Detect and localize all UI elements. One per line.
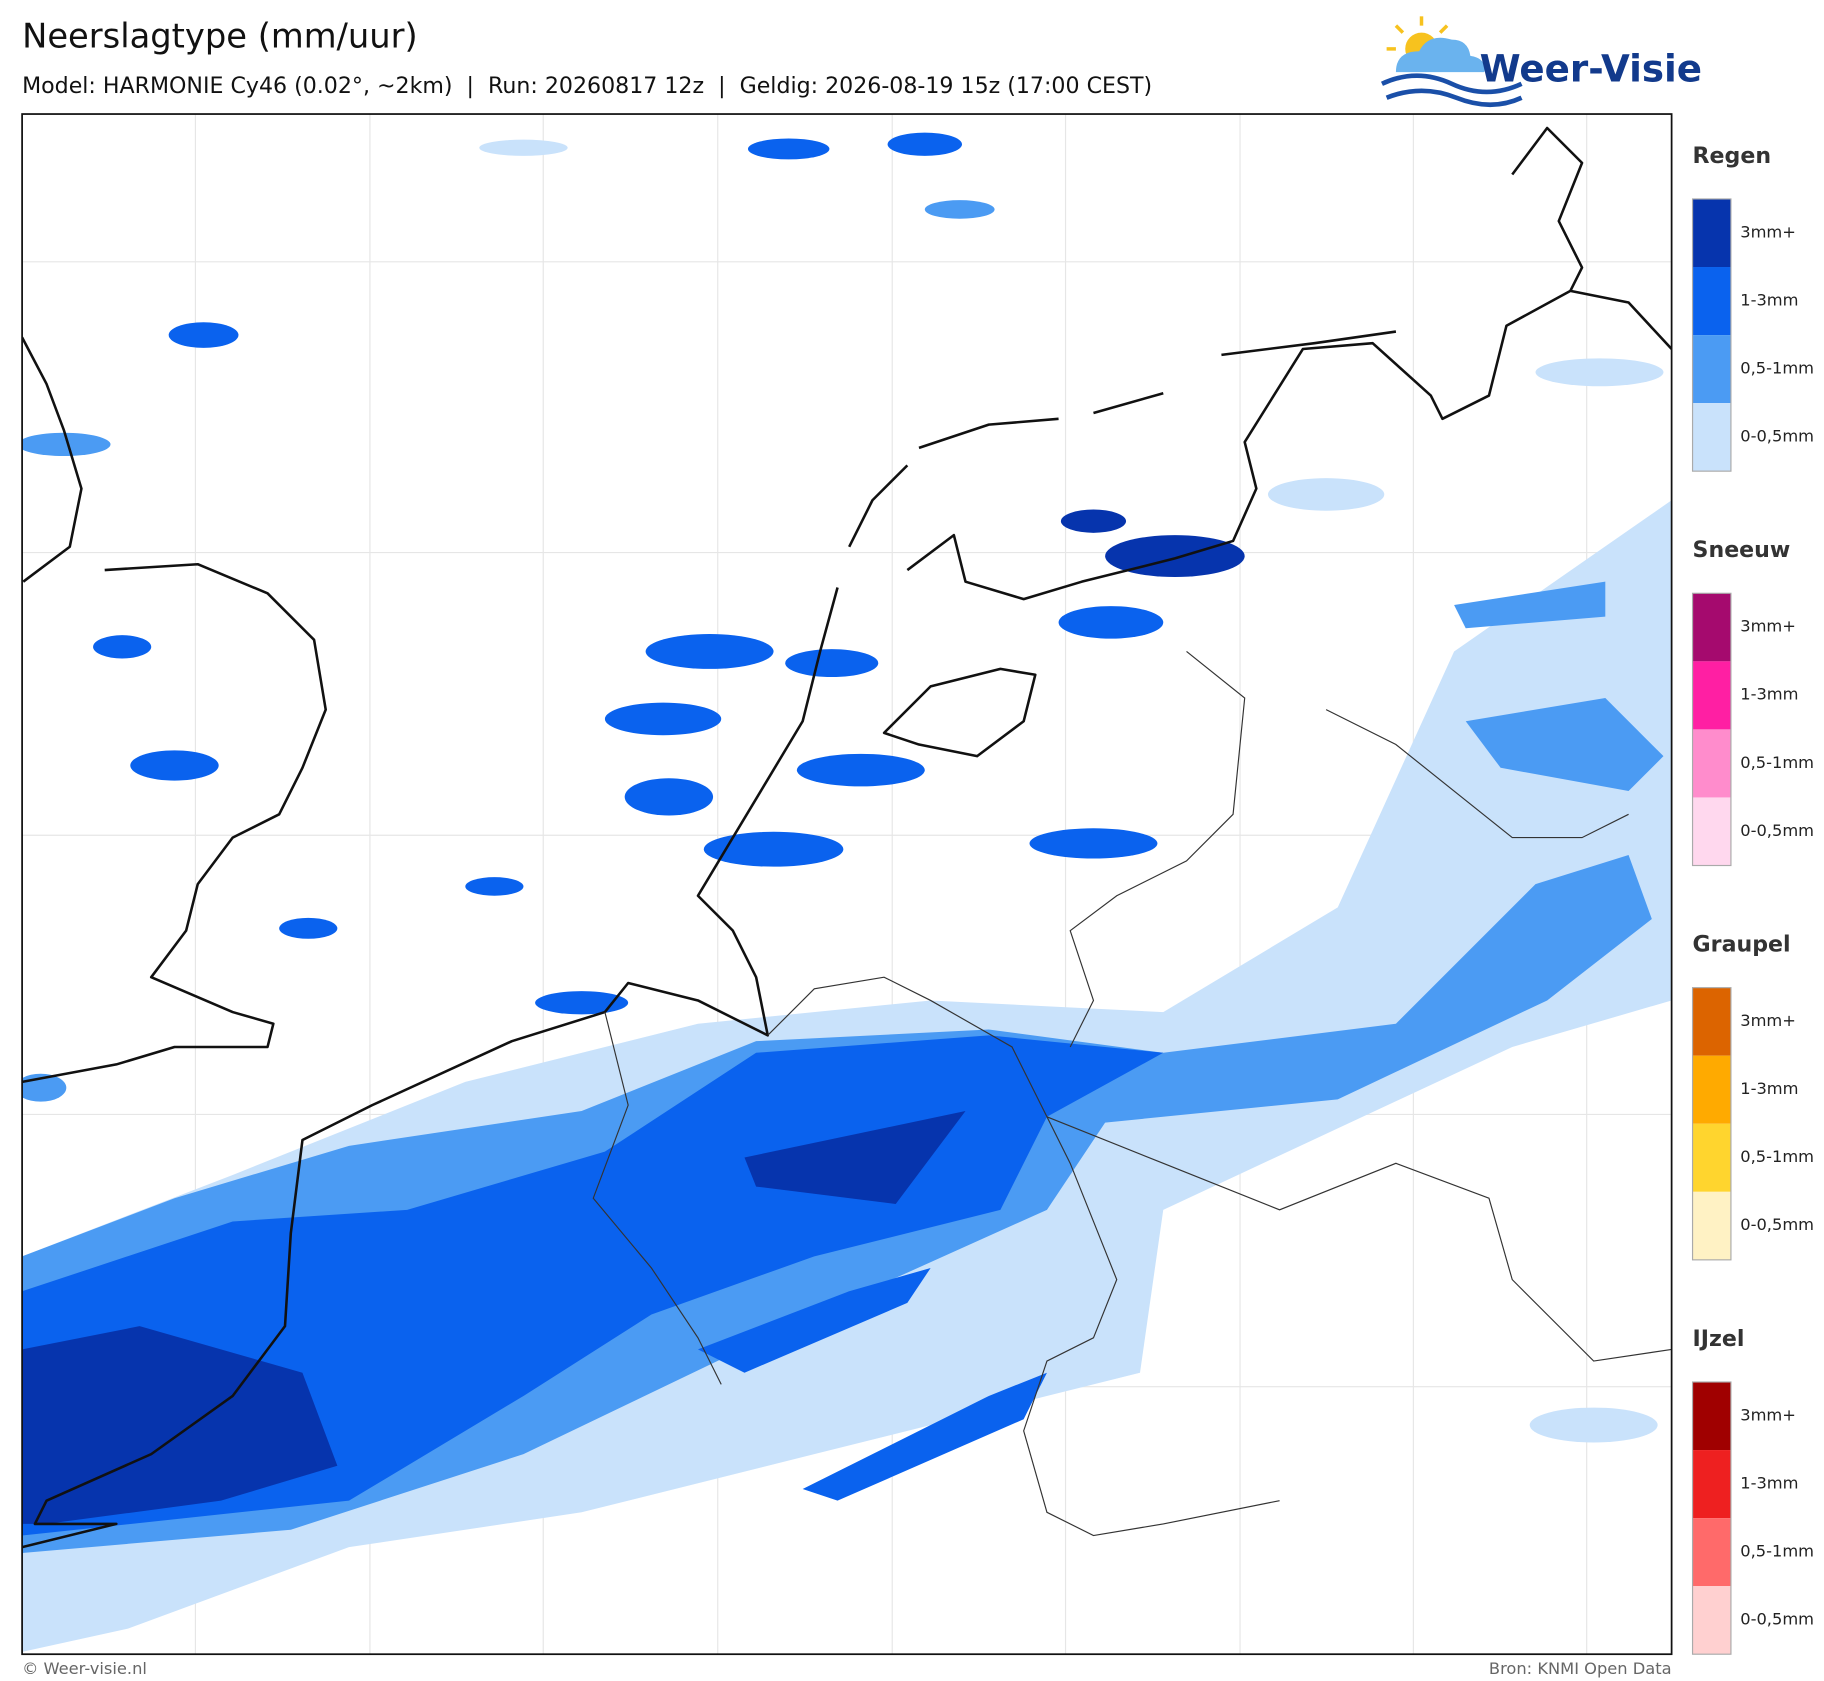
legend-swatch <box>1692 1123 1731 1192</box>
legend-label: 1-3mm <box>1740 1473 1798 1492</box>
logo-text: Weer-Visie <box>1480 46 1702 90</box>
legend-label: 3mm+ <box>1740 222 1796 241</box>
legend-label: 0,5-1mm <box>1740 753 1814 772</box>
legend-label: 0-0,5mm <box>1740 821 1814 840</box>
borders <box>592 651 1672 1537</box>
precipitation <box>22 132 1672 1652</box>
legend-swatch <box>1692 1450 1731 1519</box>
legend-frame <box>1691 987 1732 1261</box>
legend-title: Graupel <box>1693 932 1791 958</box>
legend-frame <box>1691 592 1732 867</box>
legend-label: 1-3mm <box>1740 290 1798 309</box>
legend-frame <box>1691 198 1732 472</box>
legend-label: 3mm+ <box>1740 1011 1796 1030</box>
legend-swatch <box>1692 729 1731 798</box>
legend-label: 1-3mm <box>1740 685 1798 704</box>
map <box>22 114 1672 1655</box>
legend-label: 3mm+ <box>1740 617 1796 636</box>
legend-frame <box>1691 1381 1732 1655</box>
graticule <box>22 114 1672 1655</box>
legend-swatch <box>1692 593 1731 662</box>
legend: Regen 3mm+ 1-3mm 0,5-1mm 0-0,5mm Sneeuw 3mm+ 1-… <box>1691 143 1814 1655</box>
legend-label: 0,5-1mm <box>1740 1147 1814 1166</box>
legend-swatch <box>1692 1191 1731 1260</box>
legend-label: 0-0,5mm <box>1740 427 1814 446</box>
legend-label: 0-0,5mm <box>1740 1610 1814 1629</box>
copyright: © Weer-visie.nl <box>22 1659 147 1678</box>
legend-label: 3mm+ <box>1740 1405 1796 1424</box>
legend-label: 0,5-1mm <box>1740 358 1814 377</box>
map-frame <box>21 113 1673 1656</box>
legend-title: IJzel <box>1693 1326 1745 1352</box>
legend-swatch <box>1692 403 1731 472</box>
source: Bron: KNMI Open Data <box>1489 1659 1672 1678</box>
subtitle: Model: HARMONIE Cy46 (0.02°, ~2km) | Run… <box>22 73 1152 99</box>
legend-swatch <box>1692 1055 1731 1124</box>
legend-label: 0,5-1mm <box>1740 1541 1814 1560</box>
legend-swatch <box>1692 198 1731 268</box>
legend-label: 0-0,5mm <box>1740 1215 1814 1234</box>
legend-swatch <box>1692 267 1731 336</box>
legend-swatch <box>1692 797 1731 866</box>
legend-swatch <box>1692 661 1731 730</box>
legend-swatch <box>1692 987 1731 1056</box>
legend-swatch <box>1692 1382 1731 1451</box>
logo: Weer-Visie <box>1380 16 1702 107</box>
legend-title: Regen <box>1693 143 1772 169</box>
title: Neerslagtype (mm/uur) <box>22 17 418 56</box>
legend-title: Sneeuw <box>1693 537 1791 563</box>
legend-label: 1-3mm <box>1740 1079 1798 1098</box>
legend-swatch <box>1692 1586 1731 1655</box>
legend-swatch <box>1692 1518 1731 1587</box>
legend-swatch <box>1692 335 1731 404</box>
